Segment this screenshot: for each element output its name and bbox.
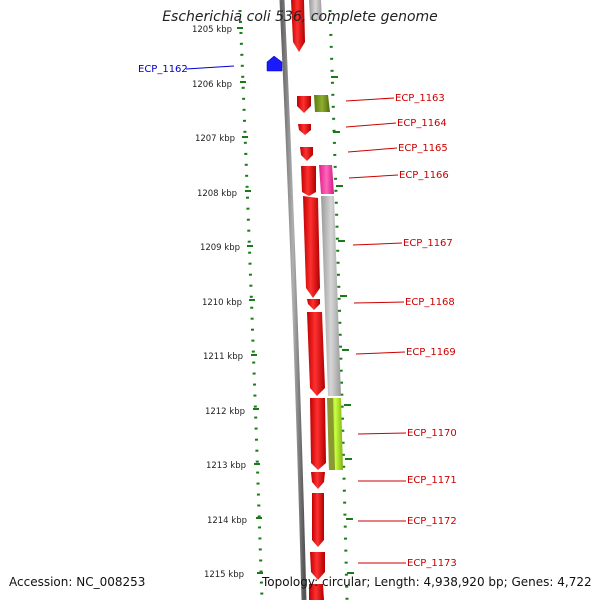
kbp-tick-label: 1211 kbp bbox=[203, 352, 243, 362]
gene-labels: ECP_1162 ECP_1163 ECP_1164 ECP_1165 ECP_1166… bbox=[138, 64, 457, 569]
gene-feature-ECP_1171 bbox=[311, 472, 325, 489]
gene-feature-ECP_1164 bbox=[298, 124, 311, 135]
gene-label-connectors bbox=[185, 65, 407, 564]
gene-label-ECP_1168[interactable]: ECP_1168 bbox=[405, 297, 455, 308]
kbp-tick-marks bbox=[237, 27, 354, 574]
kbp-tick-label: 1209 kbp bbox=[200, 243, 240, 253]
gene-label-ECP_1162[interactable]: ECP_1162 bbox=[138, 64, 188, 75]
gene-feature-top bbox=[291, 0, 305, 52]
gene-feature-ECP_1172 bbox=[312, 493, 324, 547]
outer-tick-ring bbox=[238, 9, 264, 600]
gene-feature-bottom bbox=[309, 584, 324, 600]
kbp-tick-label: 1206 kbp bbox=[192, 80, 232, 90]
gene-feature-ECP_1173 bbox=[310, 552, 325, 580]
gene-feature-ECP_1170 bbox=[310, 398, 326, 470]
gene-feature-ECP_1165 bbox=[300, 147, 313, 161]
feature-top-grey bbox=[309, 0, 322, 20]
gene-label-ECP_1164[interactable]: ECP_1164 bbox=[397, 118, 447, 129]
kbp-tick-labels: 1205 kbp 1206 kbp 1207 kbp 1208 kbp 1209 kbp… bbox=[192, 25, 247, 580]
gene-label-ECP_1172[interactable]: ECP_1172 bbox=[407, 516, 457, 527]
gene-label-ECP_1167[interactable]: ECP_1167 bbox=[403, 238, 453, 249]
gene-feature-ECP_1166 bbox=[301, 166, 316, 196]
cds-feature-olive-edge bbox=[327, 398, 335, 470]
gene-feature-ECP_1163 bbox=[297, 96, 311, 113]
gene-label-ECP_1163[interactable]: ECP_1163 bbox=[395, 93, 445, 104]
kbp-tick-label: 1210 kbp bbox=[202, 298, 242, 308]
accession-label: Accession: NC_008253 bbox=[9, 575, 146, 589]
gene-feature-ECP_1168 bbox=[307, 299, 320, 310]
gene-feature-ECP_1167 bbox=[303, 196, 320, 298]
gene-label-ECP_1166[interactable]: ECP_1166 bbox=[399, 170, 449, 181]
genome-backbone bbox=[279, 0, 307, 600]
gene-label-ECP_1173[interactable]: ECP_1173 bbox=[407, 558, 457, 569]
kbp-tick-label: 1208 kbp bbox=[197, 189, 237, 199]
gene-label-ECP_1165[interactable]: ECP_1165 bbox=[398, 143, 448, 154]
gene-label-ECP_1169[interactable]: ECP_1169 bbox=[406, 347, 456, 358]
kbp-tick-label: 1207 kbp bbox=[195, 134, 235, 144]
cds-feature-grey bbox=[321, 196, 341, 396]
forward-gene-features bbox=[291, 0, 326, 600]
gene-label-ECP_1171[interactable]: ECP_1171 bbox=[407, 475, 457, 486]
cds-feature-olive bbox=[314, 95, 330, 112]
kbp-tick-label: 1212 kbp bbox=[205, 407, 245, 417]
gene-feature-ECP_1162 bbox=[266, 55, 283, 72]
gene-feature-ECP_1169 bbox=[307, 312, 325, 396]
topology-label: Topology: circular; Length: 4,938,920 bp… bbox=[262, 575, 592, 589]
gene-label-ECP_1170[interactable]: ECP_1170 bbox=[407, 428, 457, 439]
kbp-tick-label: 1215 kbp bbox=[204, 570, 244, 580]
kbp-tick-label: 1214 kbp bbox=[207, 516, 247, 526]
genome-title: Escherichia coli 536, complete genome bbox=[162, 9, 438, 25]
cds-feature-pink bbox=[319, 165, 334, 194]
kbp-tick-label: 1213 kbp bbox=[206, 461, 246, 471]
kbp-tick-label: 1205 kbp bbox=[192, 25, 232, 35]
